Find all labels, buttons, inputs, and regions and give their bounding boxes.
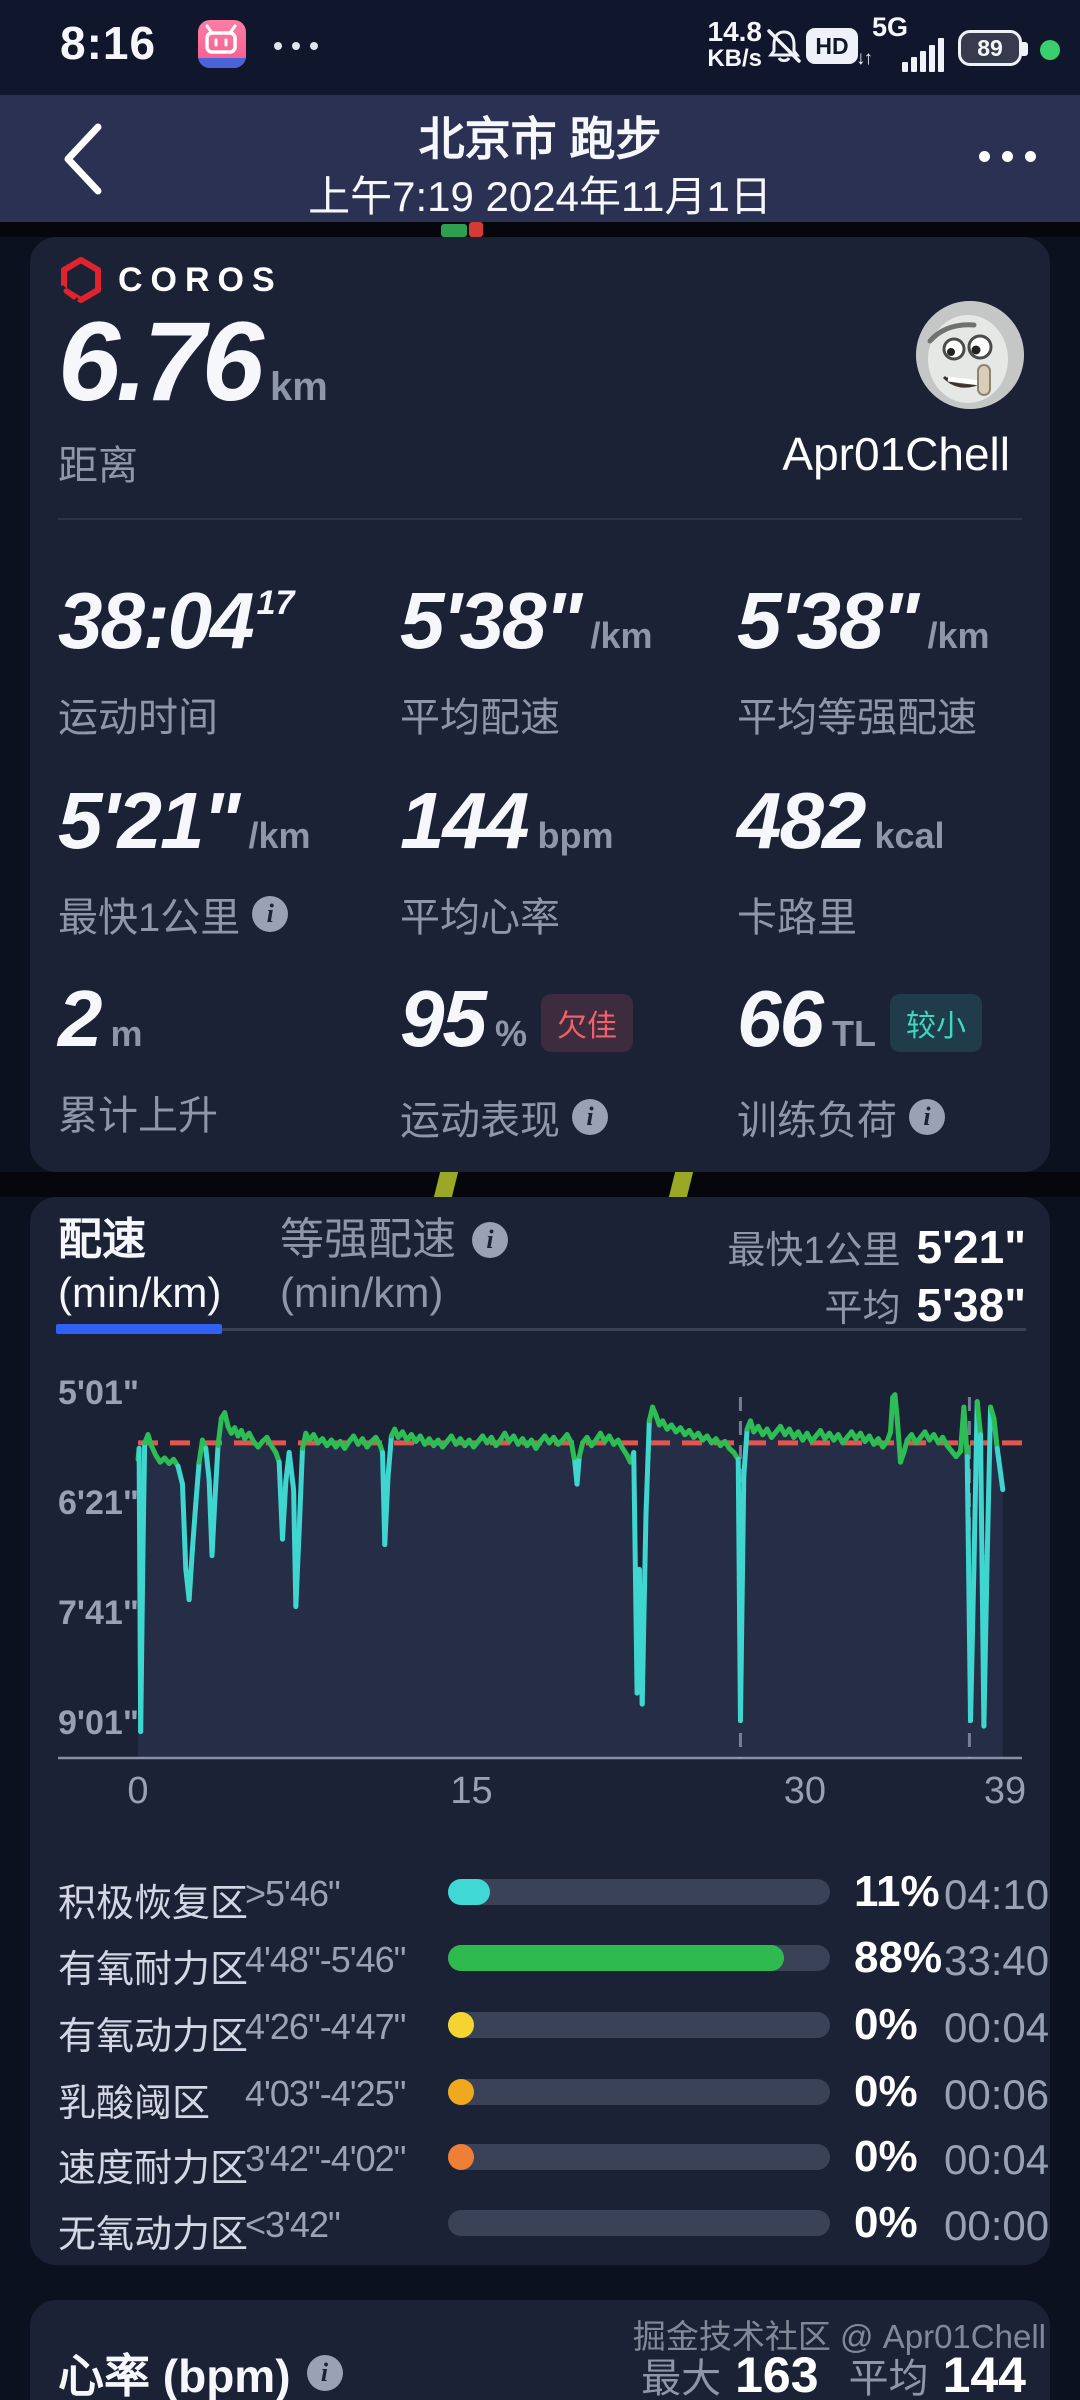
stat-累计上升: 2 m 累计上升 bbox=[58, 974, 218, 1139]
activity-datetime: 上午7:19 2024年11月1日 bbox=[308, 173, 772, 220]
x-tick-label: 15 bbox=[450, 1770, 492, 1812]
bilibili-notification-icon bbox=[198, 20, 246, 68]
info-icon[interactable]: i bbox=[306, 2355, 343, 2391]
network-type-label: 5G bbox=[872, 12, 909, 42]
data-arrows-icon: ↓↑ bbox=[856, 48, 873, 69]
divider bbox=[58, 518, 1022, 520]
zone-row-有氧耐力区: 有氧耐力区 4'48"-5'46" 88% 33:40 bbox=[58, 1933, 1050, 1991]
signal-strength-icon bbox=[902, 38, 944, 72]
pace-chart[interactable]: 5'01" 6'21" 7'41" 9'01" 0 15 30 39 bbox=[30, 1355, 1050, 1835]
hd-voice-icon: HD bbox=[806, 28, 858, 64]
stat-最快1公里: 5'21"/km 最快1公里 i bbox=[58, 776, 311, 941]
watermark: 掘金技术社区 @ Apr01Chell bbox=[632, 2318, 1046, 2355]
activity-header: 北京市 跑步 上午7:19 2024年11月1日 bbox=[0, 95, 1080, 222]
zone-bar-track bbox=[448, 1945, 830, 1971]
hr-max-label: 最大 bbox=[641, 2357, 722, 2400]
tab-grade-adjusted-pace[interactable]: 等强配速 i (min/km) bbox=[280, 1215, 508, 1320]
y-tick-label: 9'01" bbox=[58, 1704, 139, 1742]
hr-avg-value: 144 bbox=[942, 2347, 1026, 2400]
stat-运动时间: 38:04 17 运动时间 bbox=[58, 576, 295, 741]
zone-bar-fill bbox=[448, 1879, 490, 1905]
back-button[interactable] bbox=[58, 119, 108, 204]
zone-row-有氧动力区: 有氧动力区 4'26"-4'47" 0% 00:04 bbox=[58, 2000, 1050, 2058]
stat-平均心率: 144 bpm 平均心率 bbox=[400, 776, 614, 941]
zone-row-无氧动力区: 无氧动力区 <3'42" 0% 00:00 bbox=[58, 2198, 1050, 2256]
zone-bar-fill bbox=[448, 2079, 474, 2105]
coros-emblem-icon bbox=[58, 257, 101, 303]
y-tick-label: 7'41" bbox=[58, 1594, 139, 1632]
fastest-km-value: 5'21" bbox=[916, 1221, 1027, 1273]
tab-track bbox=[58, 1328, 1026, 1331]
zone-row-乳酸阈区: 乳酸阈区 4'03"-4'25" 0% 00:06 bbox=[58, 2067, 1050, 2125]
zone-bar-track bbox=[448, 2012, 830, 2038]
map-strip-route bbox=[0, 1170, 1080, 1199]
avg-pace-label: 平均 bbox=[824, 1288, 901, 1330]
stat-训练负荷: 66 TL 较小 训练负荷 i bbox=[737, 979, 982, 1146]
zone-row-速度耐力区: 速度耐力区 3'42"-4'02" 0% 00:04 bbox=[58, 2132, 1050, 2190]
mute-bell-icon bbox=[762, 24, 806, 73]
info-icon[interactable]: i bbox=[472, 1222, 508, 1259]
fastest-km-label: 最快1公里 bbox=[727, 1230, 901, 1272]
avg-pace-value: 5'38" bbox=[916, 1279, 1027, 1331]
hr-max-value: 163 bbox=[735, 2347, 819, 2400]
zone-bar-fill bbox=[448, 2144, 474, 2170]
active-tab-underline bbox=[56, 1324, 222, 1334]
coros-logo: COROS bbox=[58, 257, 283, 303]
map-strip bbox=[0, 222, 1080, 237]
clock: 8:16 bbox=[60, 17, 157, 69]
stat-运动表现: 95% 欠佳 运动表现 i bbox=[400, 979, 633, 1146]
stat-平均配速: 5'38"/km 平均配速 bbox=[400, 576, 653, 741]
info-icon[interactable]: i bbox=[252, 896, 289, 932]
pace-card: 配速 (min/km) 等强配速 i (min/km) 最快1公里 5'21" 平… bbox=[30, 1197, 1050, 2265]
map-fragment-green bbox=[441, 224, 467, 237]
x-tick-label: 39 bbox=[984, 1770, 1026, 1812]
tab-pace[interactable]: 配速 (min/km) bbox=[58, 1215, 222, 1316]
info-icon[interactable]: i bbox=[909, 1099, 945, 1135]
zone-bar-track bbox=[448, 2144, 830, 2170]
route-line-segment bbox=[433, 1170, 459, 1199]
zone-bar-track bbox=[448, 2210, 830, 2236]
status-bar: 8:16 14.8 KB/s HD 5G ↓↑ bbox=[0, 0, 1080, 95]
x-tick-label: 0 bbox=[127, 1770, 148, 1812]
x-tick-label: 30 bbox=[784, 1770, 826, 1812]
zone-bar-fill bbox=[448, 1945, 784, 1971]
y-tick-label: 5'01" bbox=[58, 1374, 139, 1412]
distance-value: 6.76 bbox=[58, 299, 264, 424]
zone-row-积极恢复区: 积极恢复区 >5'46" 11% 04:10 bbox=[58, 1867, 1050, 1925]
username: Apr01Chell bbox=[782, 428, 1010, 480]
summary-card: COROS 6.76 km 距离 Apr01Chell 38:04 17 运动时间 5… bbox=[30, 237, 1050, 1172]
brand-name: COROS bbox=[118, 260, 283, 299]
zone-bar-track bbox=[448, 1879, 830, 1905]
stat-平均等强配速: 5'38"/km 平均等强配速 bbox=[737, 576, 990, 741]
info-icon[interactable]: i bbox=[572, 1099, 608, 1135]
avatar[interactable] bbox=[916, 301, 1024, 409]
privacy-indicator-dot-icon bbox=[1040, 40, 1060, 60]
area-fill bbox=[138, 1394, 1003, 1758]
more-options-button[interactable] bbox=[979, 151, 1036, 162]
map-fragment-red bbox=[469, 222, 483, 237]
status-badge: 欠佳 bbox=[541, 994, 633, 1052]
notification-overflow-dots-icon bbox=[274, 42, 318, 50]
status-badge: 较小 bbox=[889, 994, 982, 1052]
network-speed: 14.8 KB/s bbox=[707, 16, 762, 72]
y-tick-label: 6'21" bbox=[58, 1484, 139, 1522]
heart-rate-card: 掘金技术社区 @ Apr01Chell 心率 (bpm) i 最大 163 平均… bbox=[30, 2300, 1050, 2400]
distance-unit: km bbox=[269, 365, 328, 409]
route-line-segment bbox=[668, 1170, 694, 1199]
hr-avg-label: 平均 bbox=[848, 2357, 929, 2400]
stat-卡路里: 482 kcal 卡路里 bbox=[737, 776, 945, 941]
battery-icon: 89 bbox=[958, 30, 1028, 66]
distance-label: 距离 bbox=[58, 444, 138, 488]
page-title: 北京市 跑步 bbox=[418, 113, 662, 165]
zone-bar-track bbox=[448, 2079, 830, 2105]
hr-title: 心率 (bpm) bbox=[58, 2350, 291, 2400]
bilibili-banner bbox=[198, 58, 246, 68]
zone-bar-fill bbox=[448, 2012, 474, 2038]
